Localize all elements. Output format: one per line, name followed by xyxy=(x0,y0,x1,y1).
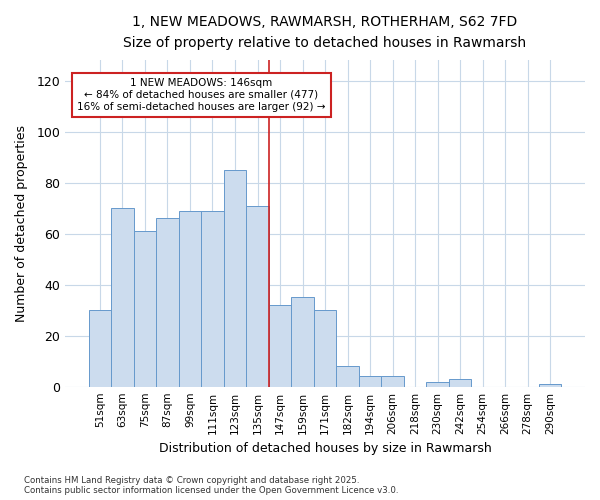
Bar xyxy=(224,170,246,386)
Text: 1 NEW MEADOWS: 146sqm
← 84% of detached houses are smaller (477)
16% of semi-det: 1 NEW MEADOWS: 146sqm ← 84% of detached … xyxy=(77,78,325,112)
Bar xyxy=(427,382,449,386)
Title: 1, NEW MEADOWS, RAWMARSH, ROTHERHAM, S62 7FD
Size of property relative to detach: 1, NEW MEADOWS, RAWMARSH, ROTHERHAM, S62… xyxy=(124,15,527,50)
Bar xyxy=(89,310,111,386)
Text: Contains HM Land Registry data © Crown copyright and database right 2025.
Contai: Contains HM Land Registry data © Crown c… xyxy=(24,476,398,495)
Bar xyxy=(201,211,224,386)
Bar xyxy=(359,376,382,386)
Bar xyxy=(246,206,269,386)
Bar xyxy=(179,211,201,386)
Bar xyxy=(156,218,179,386)
Y-axis label: Number of detached properties: Number of detached properties xyxy=(15,125,28,322)
Bar xyxy=(269,305,291,386)
Bar xyxy=(314,310,336,386)
Bar xyxy=(449,379,472,386)
Bar xyxy=(336,366,359,386)
Bar xyxy=(539,384,562,386)
Bar xyxy=(291,298,314,386)
Bar xyxy=(111,208,134,386)
Bar xyxy=(134,231,156,386)
X-axis label: Distribution of detached houses by size in Rawmarsh: Distribution of detached houses by size … xyxy=(158,442,491,455)
Bar xyxy=(382,376,404,386)
